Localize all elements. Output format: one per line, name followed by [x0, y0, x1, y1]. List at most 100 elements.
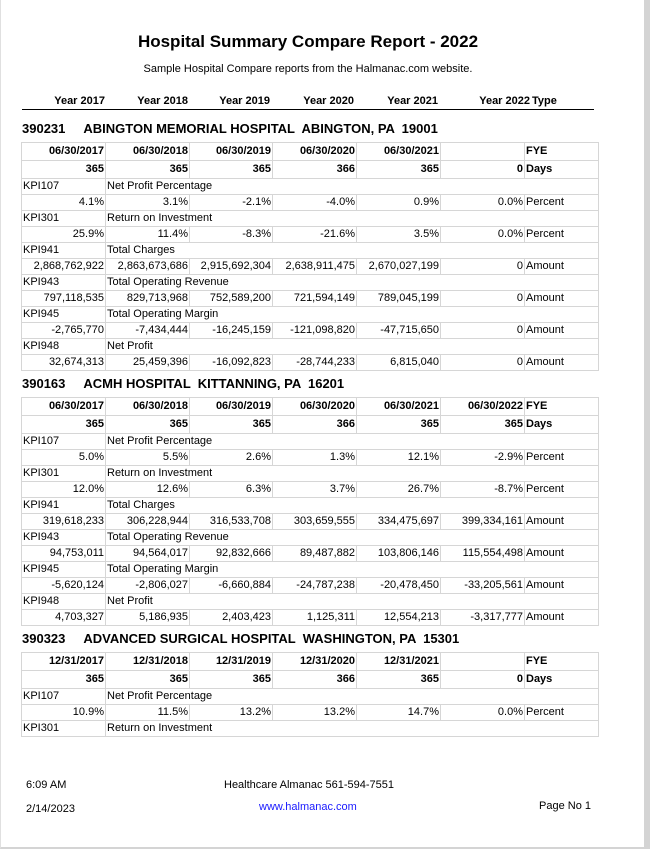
- kpi-label: Total Operating Margin: [105, 306, 599, 323]
- kpi-value: 2,868,762,922: [21, 258, 106, 275]
- kpi-label-row: KPI107 Net Profit Percentage: [21, 688, 599, 705]
- kpi-type: Percent: [524, 226, 599, 243]
- kpi-value: 26.7%: [356, 481, 441, 498]
- kpi-value-row: 12.0% 12.6% 6.3% 3.7% 26.7% -8.7% Percent: [21, 481, 599, 498]
- kpi-value: -33,205,561: [440, 577, 525, 594]
- kpi-label-row: KPI301 Return on Investment: [21, 465, 599, 482]
- kpi-type: Amount: [524, 258, 599, 275]
- kpi-label-row: KPI948 Net Profit: [21, 338, 599, 355]
- year-header: Year 2017: [54, 95, 105, 107]
- kpi-type: Amount: [524, 354, 599, 371]
- kpi-value: 12.6%: [105, 481, 190, 498]
- kpi-type: Amount: [524, 290, 599, 307]
- kpi-value: 797,118,535: [21, 290, 106, 307]
- fye-cell: 06/30/2022: [440, 397, 525, 416]
- fye-type-label: FYE: [524, 397, 599, 416]
- days-cell: 365: [105, 670, 190, 689]
- kpi-label-row: KPI943 Total Operating Revenue: [21, 274, 599, 291]
- kpi-code: KPI941: [21, 242, 106, 259]
- kpi-code: KPI945: [21, 306, 106, 323]
- kpi-value: 0.0%: [440, 194, 525, 211]
- days-cell: 365: [440, 415, 525, 434]
- fye-cell: 06/30/2021: [356, 142, 441, 161]
- kpi-type: Percent: [524, 481, 599, 498]
- kpi-value: -5,620,124: [21, 577, 106, 594]
- kpi-value: 2,638,911,475: [272, 258, 357, 275]
- footer-date: 2/14/2023: [26, 803, 75, 815]
- kpi-value: 0: [440, 290, 525, 307]
- kpi-label: Return on Investment: [105, 720, 599, 737]
- year-header: Year 2022: [479, 95, 530, 107]
- kpi-type: Amount: [524, 609, 599, 626]
- kpi-value: 11.5%: [105, 704, 190, 721]
- kpi-value: -6,660,884: [189, 577, 273, 594]
- kpi-value: 6.3%: [189, 481, 273, 498]
- kpi-value: 3.7%: [272, 481, 357, 498]
- website-link[interactable]: www.halmanac.com: [259, 801, 357, 813]
- kpi-value: 14.7%: [356, 704, 441, 721]
- kpi-type: Amount: [524, 577, 599, 594]
- fye-cell: 06/30/2018: [105, 397, 190, 416]
- fye-cell: 12/31/2017: [21, 652, 106, 671]
- kpi-value: 316,533,708: [189, 513, 273, 530]
- days-cell: 365: [356, 160, 441, 179]
- kpi-value: 4.1%: [21, 194, 106, 211]
- hospital-heading: 390163 ACMH HOSPITAL KITTANNING, PA 16201: [22, 376, 344, 391]
- days-type-label: Days: [524, 415, 599, 434]
- kpi-value: 3.5%: [356, 226, 441, 243]
- kpi-value-row: 4,703,327 5,186,935 2,403,423 1,125,311 12,5…: [21, 609, 599, 626]
- hospital-kpi-table: 12/31/2017 12/31/2018 12/31/2019 12/31/2020…: [21, 652, 599, 737]
- year-header-row: Year 2017 Year 2018 Year 2019 Year 2020 …: [22, 95, 594, 110]
- kpi-value: 399,334,161: [440, 513, 525, 530]
- days-row: 365 365 365 366 365 0 Days: [21, 160, 599, 179]
- days-cell: 366: [272, 415, 357, 434]
- kpi-value: 0: [440, 322, 525, 339]
- kpi-value: 12,554,213: [356, 609, 441, 626]
- kpi-code: KPI107: [21, 688, 106, 705]
- fye-cell: 06/30/2020: [272, 397, 357, 416]
- days-cell: 365: [189, 415, 273, 434]
- days-type-label: Days: [524, 670, 599, 689]
- kpi-label: Net Profit Percentage: [105, 688, 599, 705]
- kpi-label-row: KPI945 Total Operating Margin: [21, 561, 599, 578]
- hospital-name: ABINGTON MEMORIAL HOSPITAL ABINGTON, PA …: [83, 121, 438, 136]
- fye-cell: 06/30/2017: [21, 142, 106, 161]
- kpi-code: KPI301: [21, 210, 106, 227]
- kpi-code: KPI948: [21, 338, 106, 355]
- kpi-value: 789,045,199: [356, 290, 441, 307]
- kpi-value: -8.3%: [189, 226, 273, 243]
- hospital-kpi-table: 06/30/2017 06/30/2018 06/30/2019 06/30/2020…: [21, 142, 599, 371]
- days-cell: 366: [272, 160, 357, 179]
- fye-row: 06/30/2017 06/30/2018 06/30/2019 06/30/2020…: [21, 142, 599, 161]
- fye-cell: 06/30/2018: [105, 142, 190, 161]
- fye-row: 12/31/2017 12/31/2018 12/31/2019 12/31/2020…: [21, 652, 599, 671]
- kpi-value: 2,915,692,304: [189, 258, 273, 275]
- kpi-value: 0.0%: [440, 704, 525, 721]
- days-cell: 365: [21, 670, 106, 689]
- kpi-value-row: 2,868,762,922 2,863,673,686 2,915,692,304 2…: [21, 258, 599, 275]
- kpi-value: 92,832,666: [189, 545, 273, 562]
- kpi-code: KPI107: [21, 433, 106, 450]
- kpi-value: 32,674,313: [21, 354, 106, 371]
- hospital-id: 390231: [22, 121, 66, 136]
- year-header: Year 2019: [219, 95, 270, 107]
- days-row: 365 365 365 366 365 365 Days: [21, 415, 599, 434]
- kpi-value: 13.2%: [189, 704, 273, 721]
- kpi-label-row: KPI107 Net Profit Percentage: [21, 178, 599, 195]
- kpi-value: -16,092,823: [189, 354, 273, 371]
- year-header: Year 2020: [303, 95, 354, 107]
- kpi-value: 0.0%: [440, 226, 525, 243]
- kpi-value: 3.1%: [105, 194, 190, 211]
- kpi-value: 303,659,555: [272, 513, 357, 530]
- kpi-value: 12.1%: [356, 449, 441, 466]
- type-header: Type: [532, 95, 557, 107]
- footer-company: Healthcare Almanac 561-594-7551: [224, 779, 395, 791]
- kpi-value: 94,564,017: [105, 545, 190, 562]
- kpi-label-row: KPI107 Net Profit Percentage: [21, 433, 599, 450]
- hospital-heading: 390231 ABINGTON MEMORIAL HOSPITAL ABINGTO…: [22, 121, 438, 136]
- kpi-value: 1.3%: [272, 449, 357, 466]
- kpi-type: Percent: [524, 449, 599, 466]
- kpi-value: -7,434,444: [105, 322, 190, 339]
- days-cell: 365: [105, 160, 190, 179]
